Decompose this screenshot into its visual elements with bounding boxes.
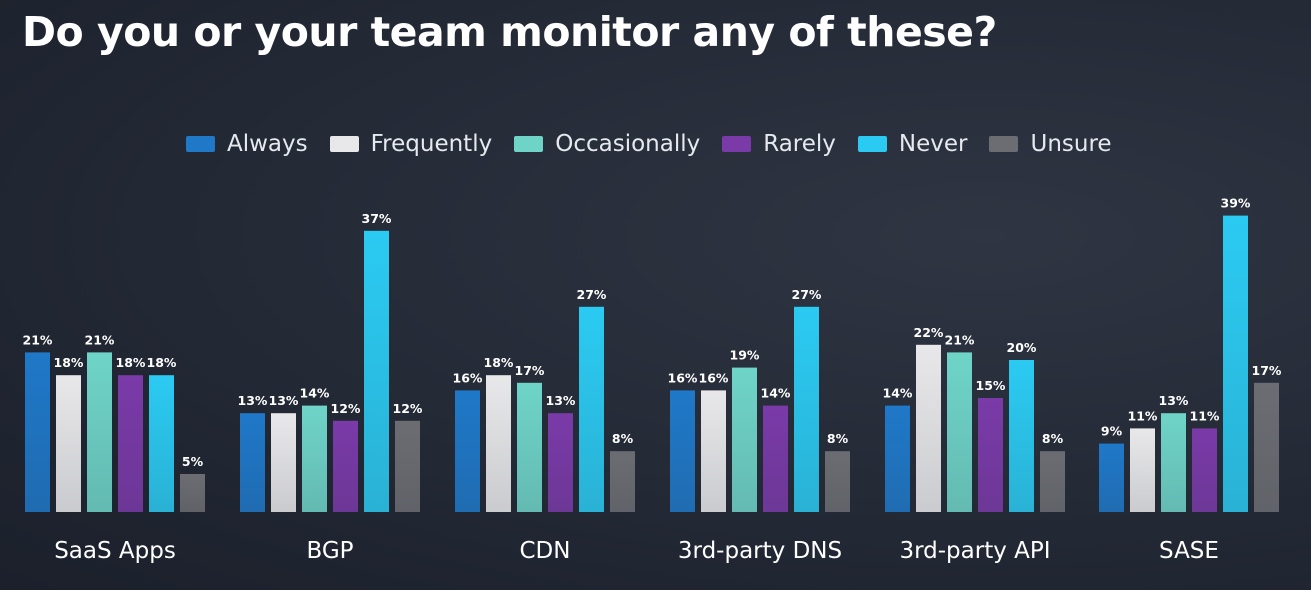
legend-item-frequently: Frequently (329, 131, 493, 157)
page-title: Do you or your team monitor any of these… (22, 8, 997, 56)
data-label: 18% (54, 355, 84, 370)
data-label: 16% (668, 370, 698, 385)
data-label: 18% (484, 355, 514, 370)
legend-label: Frequently (370, 131, 493, 157)
bar-never (364, 230, 389, 513)
bar-rarely (118, 375, 143, 512)
bar-never (149, 375, 174, 512)
bar-frequently (486, 375, 511, 512)
bar-unsure (395, 420, 420, 512)
category-label: SaaS Apps (54, 538, 176, 564)
bar-always (1099, 443, 1124, 512)
bar-always (885, 405, 910, 512)
data-label: 14% (761, 386, 791, 401)
legend-swatch (989, 136, 1019, 152)
bar-occasionally (947, 352, 972, 512)
data-label: 22% (914, 325, 944, 340)
data-label: 39% (1221, 196, 1251, 211)
bar-frequently (56, 375, 81, 512)
category-label: SASE (1159, 538, 1219, 564)
bar-frequently (701, 390, 726, 512)
data-label: 12% (331, 401, 361, 416)
bar-occasionally (87, 352, 112, 512)
data-label: 18% (147, 355, 177, 370)
bar-rarely (548, 413, 573, 512)
data-label: 14% (300, 386, 330, 401)
data-label: 12% (393, 401, 423, 416)
data-label: 11% (1128, 408, 1158, 423)
category-label: BGP (306, 538, 353, 564)
data-label: 18% (116, 355, 146, 370)
legend-item-unsure: Unsure (989, 131, 1112, 157)
data-label: 13% (1159, 393, 1189, 408)
data-label: 37% (362, 211, 392, 226)
legend-label: Rarely (763, 131, 836, 157)
legend-swatch (514, 136, 544, 152)
data-label: 13% (269, 393, 299, 408)
data-label: 17% (1252, 363, 1282, 378)
bar-never (794, 306, 819, 512)
bar-occasionally (1161, 413, 1186, 512)
data-label: 14% (883, 386, 913, 401)
legend-label: Never (898, 131, 968, 157)
data-label: 15% (976, 378, 1006, 393)
bar-occasionally (732, 367, 757, 512)
bar-never (579, 306, 604, 512)
bar-never (1009, 360, 1034, 512)
data-label: 13% (546, 393, 576, 408)
data-label: 27% (577, 287, 607, 302)
bar-always (240, 413, 265, 512)
bar-rarely (333, 420, 358, 512)
data-label: 13% (238, 393, 268, 408)
bar-never (1223, 215, 1248, 512)
legend-label: Always (227, 131, 308, 157)
legend-swatch (186, 136, 215, 152)
bar-occasionally (517, 382, 542, 512)
data-label: 27% (792, 287, 822, 302)
data-label: 19% (730, 348, 760, 363)
bar-always (455, 390, 480, 512)
bar-always (25, 352, 50, 512)
legend-item-always: Always (186, 131, 308, 157)
chart-legend: Always Frequently Occasionally Rarely Never U… (186, 128, 1134, 160)
data-label: 21% (85, 332, 115, 347)
data-label: 21% (23, 332, 53, 347)
legend-item-never: Never (857, 131, 968, 157)
legend-label: Occasionally (555, 131, 701, 157)
data-label: 17% (515, 363, 545, 378)
legend-swatch (857, 136, 887, 152)
legend-item-rarely: Rarely (722, 131, 836, 157)
legend-item-occasionally: Occasionally (514, 131, 700, 157)
data-label: 8% (1042, 431, 1064, 446)
bar-unsure (825, 451, 850, 512)
bar-unsure (1040, 451, 1065, 512)
data-label: 20% (1007, 340, 1037, 355)
bar-unsure (180, 474, 205, 512)
bar-unsure (610, 451, 635, 512)
data-label: 21% (945, 332, 975, 347)
bar-frequently (1130, 428, 1155, 512)
bar-frequently (916, 344, 941, 512)
category-label: CDN (520, 538, 571, 564)
bar-frequently (271, 413, 296, 512)
data-label: 9% (1101, 424, 1123, 439)
data-label: 16% (453, 370, 483, 385)
category-label: 3rd-party DNS (678, 538, 842, 564)
data-label: 8% (827, 431, 849, 446)
bar-rarely (1192, 428, 1217, 512)
bar-unsure (1254, 382, 1279, 512)
bar-occasionally (302, 405, 327, 512)
data-label: 11% (1190, 408, 1220, 423)
legend-swatch (722, 136, 752, 152)
legend-swatch (329, 136, 359, 152)
data-label: 16% (699, 370, 729, 385)
data-label: 8% (612, 431, 634, 446)
category-label: 3rd-party API (899, 538, 1050, 564)
bar-always (670, 390, 695, 512)
bar-rarely (763, 405, 788, 512)
bar-rarely (978, 398, 1003, 512)
data-label: 5% (182, 454, 204, 469)
legend-label: Unsure (1030, 131, 1112, 157)
